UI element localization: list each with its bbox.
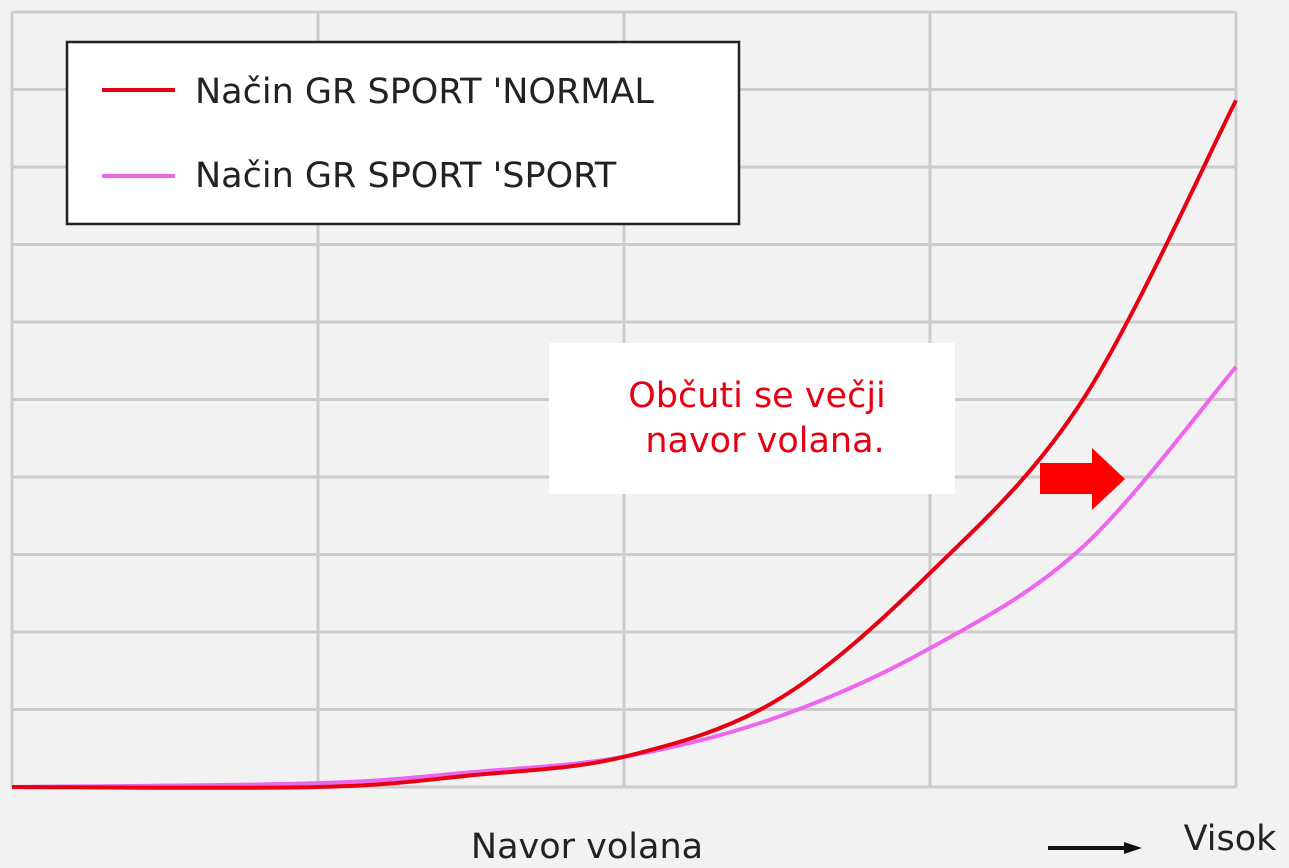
legend-label: Način GR SPORT 'NORMAL: [195, 72, 654, 112]
series-line: [11, 365, 1238, 789]
plot: [11, 99, 1238, 790]
series-line: [11, 99, 1238, 790]
arrow-icon: [1040, 448, 1125, 510]
x-axis-label: Navor volana: [471, 827, 703, 867]
annotation-box: [549, 343, 955, 494]
legend-label: Način GR SPORT 'SPORT: [195, 156, 617, 196]
axis-arrowhead: [1124, 842, 1142, 854]
x-axis-end-label: Visok: [1184, 819, 1278, 859]
annotation: Občuti se večji: [628, 376, 886, 416]
legend-box: [65, 40, 741, 226]
annotation: navor volana.: [645, 421, 884, 461]
